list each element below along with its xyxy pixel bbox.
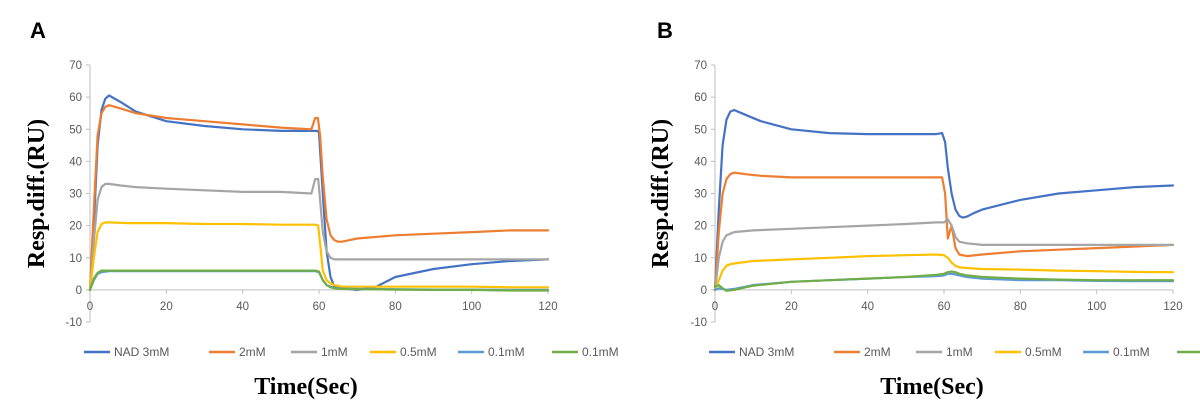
y-tick-label: 20 [69, 221, 82, 233]
legend-entry: 0.1mM [458, 345, 525, 359]
y-tick-label: 10 [69, 253, 82, 265]
series-line [88, 104, 550, 291]
y-tick-label: 0 [76, 285, 82, 297]
y-tick-label: 70 [69, 60, 82, 72]
y-axis-title: Resp.diff.(RU) [24, 119, 50, 268]
series-line [713, 218, 1175, 291]
legend-label: 0.5mM [400, 345, 437, 359]
legend-entry: 0.1mM [1177, 350, 1200, 354]
legend-label: 0.5mM [1025, 345, 1062, 359]
legend-label: 2mM [239, 345, 266, 359]
legend-label: 2mM [864, 345, 891, 359]
legend-entry: NAD 3mM [709, 345, 794, 359]
legend-entry: NAD 3mM [84, 345, 169, 359]
y-tick-label: 60 [69, 92, 82, 104]
series-line [88, 94, 550, 291]
x-tick-label: 80 [1014, 301, 1027, 313]
x-tick-label: 120 [1163, 301, 1182, 313]
legend-label: 0.1mM [1113, 345, 1150, 359]
panel-letter: B [657, 18, 673, 43]
x-tick-label: 20 [160, 301, 173, 313]
y-tick-label: 50 [694, 124, 707, 136]
chart-panel-a: A -10 0 10 20 30 40 50 60 70 0 20 40 60 80 100 120 Resp.d… [24, 18, 619, 400]
series-line [713, 171, 1175, 291]
legend-entry: 0.1mM [552, 345, 619, 359]
y-tick-label: 10 [694, 253, 707, 265]
y-tick-label: 40 [69, 156, 82, 168]
y-tick-label: 60 [694, 92, 707, 104]
legend-entry: 0.5mM [995, 345, 1062, 359]
y-axis-title: Resp.diff.(RU) [648, 119, 674, 268]
chart-panel-b: B -10 0 10 20 30 40 50 60 70 0 20 40 60 80 100 120 Resp.d… [648, 18, 1200, 400]
y-tick-label: -10 [690, 317, 707, 329]
x-tick-label: 0 [87, 301, 93, 313]
panel-letter: A [30, 18, 46, 43]
legend-label: 0.1mM [582, 345, 619, 359]
x-axis-title: Time(Sec) [254, 374, 358, 400]
x-tick-label: 100 [462, 301, 481, 313]
legend-entry: 1mM [916, 345, 973, 359]
x-tick-label: 40 [236, 301, 249, 313]
y-tick-label: 30 [694, 189, 707, 201]
series-line [713, 270, 1175, 292]
x-tick-label: 100 [1087, 301, 1106, 313]
legend-entry: 0.1mM [1083, 345, 1150, 359]
y-tick-label: 70 [694, 60, 707, 72]
x-tick-label: 80 [389, 301, 402, 313]
legend-entry: 0.5mM [370, 345, 437, 359]
y-tick-label: 50 [69, 124, 82, 136]
x-axis-title: Time(Sec) [880, 374, 984, 400]
y-tick-label: 0 [701, 285, 707, 297]
legend-label: 1mM [321, 345, 348, 359]
series-line [88, 177, 550, 291]
y-tick-label: -10 [65, 317, 82, 329]
x-tick-label: 20 [785, 301, 798, 313]
legend-label: NAD 3mM [739, 345, 794, 359]
y-tick-label: 30 [69, 189, 82, 201]
legend-label: NAD 3mM [114, 345, 169, 359]
y-tick-label: 20 [694, 221, 707, 233]
series-line [713, 253, 1175, 291]
y-tick-label: 40 [694, 156, 707, 168]
x-tick-label: 60 [313, 301, 326, 313]
legend-entry: 2mM [834, 345, 891, 359]
legend-entry: 2mM [209, 345, 266, 359]
series-line [88, 221, 550, 291]
series-line [88, 269, 550, 292]
x-tick-label: 60 [938, 301, 951, 313]
legend-label: 0.1mM [488, 345, 525, 359]
legend-label: 1mM [946, 345, 973, 359]
series-line [713, 108, 1175, 291]
x-tick-label: 120 [538, 301, 557, 313]
x-tick-label: 40 [861, 301, 874, 313]
x-tick-label: 0 [712, 301, 718, 313]
legend-entry: 1mM [291, 345, 348, 359]
